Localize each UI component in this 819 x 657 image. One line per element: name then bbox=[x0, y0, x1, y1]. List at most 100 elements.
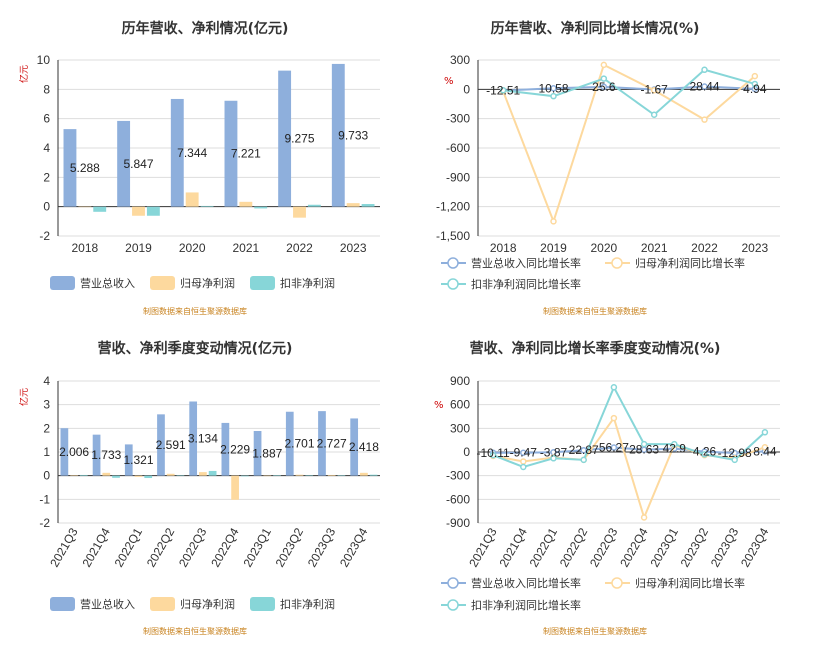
bar-deducted-profit bbox=[176, 475, 185, 476]
bar-revenue bbox=[117, 120, 131, 207]
point-deducted-profit bbox=[550, 455, 557, 462]
bar-net-profit bbox=[102, 472, 111, 476]
annual-amounts-plot: 10 8 6 4 2 0 -2 2018 2019 2020 2021 2022 2023 5.288 5.… bbox=[37, 53, 380, 255]
annual-amounts-title: 历年营收、净利情况(亿元) bbox=[122, 20, 289, 37]
bar-deducted-profit bbox=[273, 475, 281, 476]
y-tick-label: 2 bbox=[43, 170, 50, 184]
x-tick-label: 2021Q4 bbox=[496, 525, 530, 569]
point-net-profit bbox=[751, 72, 759, 80]
x-tick-label: 2023Q2 bbox=[273, 525, 307, 569]
data-label: -1.67 bbox=[640, 82, 668, 96]
y-tick-label: 0 bbox=[463, 82, 470, 96]
y-tick-label: 4 bbox=[43, 141, 50, 155]
bar-deducted-profit bbox=[112, 475, 120, 478]
bar-deducted-profit bbox=[254, 206, 268, 209]
bar-revenue bbox=[278, 70, 292, 207]
data-label: 1.733 bbox=[91, 448, 121, 462]
quarterly-growth-plot: 900 600 300 0 -300 -600 -9002021Q32021Q42022Q1… bbox=[446, 374, 780, 569]
bar-net-profit bbox=[263, 475, 272, 477]
quarterly-growth-legend: 营业总收入同比增长率 归母净利润同比增长率 扣非净利润同比增长率 bbox=[441, 576, 745, 612]
point-deducted-profit bbox=[640, 440, 648, 448]
x-tick-label: 2021Q3 bbox=[47, 525, 81, 569]
legend-label-deducted-growth: 扣非净利润同比增长率 bbox=[471, 277, 581, 291]
point-deducted-profit bbox=[671, 440, 678, 448]
quarterly-growth-title: 营收、净利同比增长率季度变动情况(%) bbox=[470, 340, 721, 357]
bar-revenue bbox=[189, 401, 198, 476]
data-label: 2.229 bbox=[220, 442, 250, 456]
annual-growth-panel: 历年营收、净利同比增长情况(%) % 300 0 -300 -600 -900 -1,20… bbox=[436, 20, 780, 316]
x-tick-label: 2021Q4 bbox=[79, 525, 113, 569]
legend-label-revenue: 营业总收入 bbox=[80, 276, 135, 290]
data-label: 25.6 bbox=[592, 80, 616, 94]
bar-net-profit bbox=[199, 472, 207, 476]
bar-deducted-profit bbox=[305, 475, 314, 476]
annual-growth-plot: 300 0 -300 -600 -900 -1,200 -1,500 2018 2019 2020… bbox=[436, 53, 780, 255]
legend-label-net-profit: 归母净利润 bbox=[180, 597, 235, 611]
data-label: 3.134 bbox=[188, 432, 218, 446]
x-tick-label: 2023Q2 bbox=[678, 525, 712, 569]
data-label: 7.221 bbox=[231, 147, 261, 161]
y-tick-label: 300 bbox=[450, 421, 470, 435]
data-label: -12.98 bbox=[718, 446, 752, 460]
data-label: 1.321 bbox=[123, 453, 153, 467]
bar-net-profit bbox=[166, 473, 175, 476]
bar-revenue bbox=[331, 63, 345, 207]
point-deducted-profit bbox=[520, 463, 527, 471]
data-label: 5.288 bbox=[70, 161, 100, 175]
point-net-profit bbox=[610, 414, 618, 422]
quarterly-growth-panel: 营收、净利同比增长率季度变动情况(%) % 900 600 300 0 -300 -600… bbox=[434, 340, 780, 636]
x-tick-label: 2018 bbox=[490, 241, 517, 255]
data-label: 5.847 bbox=[123, 157, 153, 171]
y-tick-label: -1,500 bbox=[436, 229, 470, 243]
point-revenue bbox=[701, 83, 708, 90]
y-tick-label: 8 bbox=[43, 82, 50, 96]
series-line-net-profit bbox=[492, 415, 766, 521]
series-line-revenue bbox=[493, 446, 765, 455]
legend-label-deducted-profit: 扣非净利润 bbox=[280, 276, 335, 290]
data-label: 9.733 bbox=[338, 128, 368, 142]
bar-revenue bbox=[60, 428, 69, 476]
legend-label-net-profit-growth: 归母净利润同比增长率 bbox=[635, 256, 745, 270]
point-deducted-profit bbox=[610, 384, 618, 391]
bar-revenue bbox=[170, 98, 184, 207]
y-tick-label: -300 bbox=[446, 469, 470, 483]
point-net-profit bbox=[650, 87, 658, 94]
x-tick-label: 2020 bbox=[179, 241, 206, 255]
bar-deducted-profit bbox=[93, 206, 107, 212]
point-net-profit bbox=[550, 218, 557, 225]
bar-revenue bbox=[63, 129, 77, 207]
y-tick-label: 900 bbox=[450, 374, 470, 388]
x-tick-label: 2022Q3 bbox=[176, 525, 210, 569]
bar-deducted-profit bbox=[240, 475, 249, 477]
point-net-profit bbox=[640, 514, 648, 521]
legend-swatch-net-profit bbox=[150, 276, 175, 290]
y-tick-label: -1 bbox=[39, 492, 50, 506]
data-label: 28.63 bbox=[629, 443, 659, 457]
point-deducted-profit bbox=[731, 456, 738, 464]
annual-growth-title: 历年营收、净利同比增长情况(%) bbox=[491, 20, 700, 37]
point-deducted-profit bbox=[489, 451, 497, 459]
annual-amounts-unit: 亿元 bbox=[18, 65, 30, 83]
y-tick-label: 0 bbox=[463, 445, 470, 459]
bar-revenue bbox=[124, 444, 133, 476]
data-label: 22.87 bbox=[569, 443, 599, 457]
x-tick-label: 2023Q3 bbox=[305, 525, 339, 569]
legend-label-revenue-growth: 营业总收入同比增长率 bbox=[471, 576, 581, 590]
y-tick-label: 6 bbox=[43, 112, 50, 126]
x-tick-label: 2022Q1 bbox=[527, 525, 561, 569]
bar-net-profit bbox=[231, 475, 239, 500]
y-tick-label: 0 bbox=[43, 200, 50, 214]
data-label: 4.94 bbox=[743, 82, 767, 96]
bar-deducted-profit bbox=[79, 474, 88, 476]
x-tick-label: 2020 bbox=[590, 241, 617, 255]
point-deducted-profit bbox=[550, 92, 557, 100]
series-line-net-profit bbox=[502, 63, 756, 225]
bar-net-profit bbox=[327, 474, 336, 476]
data-label: 2.418 bbox=[349, 440, 379, 454]
x-tick-label: 2023Q4 bbox=[337, 525, 371, 569]
bar-net-profit bbox=[239, 201, 253, 207]
x-tick-label: 2022Q4 bbox=[617, 525, 651, 569]
x-tick-label: 2023Q1 bbox=[647, 525, 681, 569]
source-note: 制图数据来自恒生聚源数据库 bbox=[543, 626, 647, 636]
